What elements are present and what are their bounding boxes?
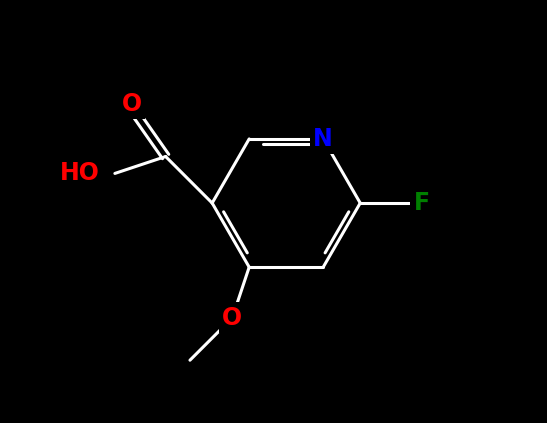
Text: F: F — [414, 191, 429, 215]
Text: O: O — [122, 92, 142, 115]
Text: O: O — [222, 306, 242, 330]
Text: HO: HO — [60, 162, 100, 185]
Text: N: N — [313, 127, 333, 151]
